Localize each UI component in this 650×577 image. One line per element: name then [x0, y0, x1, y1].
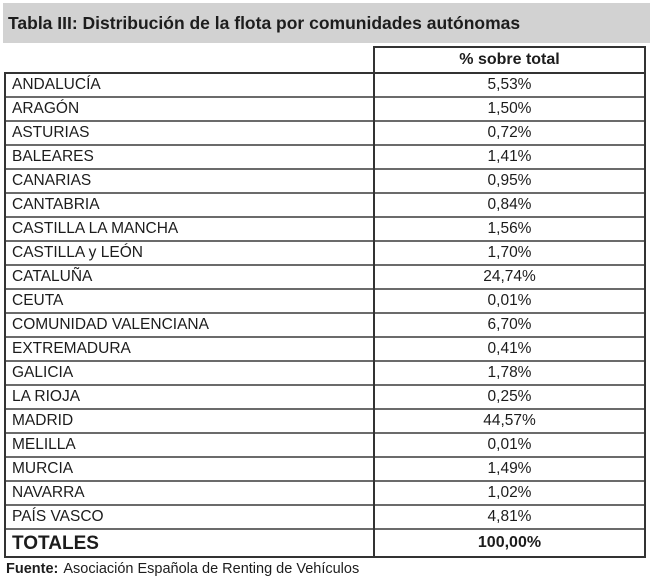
report-page: Tabla III: Distribución de la flota por …	[0, 3, 650, 577]
region-cell: GALICIA	[4, 360, 375, 385]
table-row: MELILLA 0,01%	[4, 432, 646, 457]
table-row: GALICIA 1,78%	[4, 360, 646, 385]
region-cell: ARAGÓN	[4, 96, 375, 121]
value-cell: 1,78%	[374, 360, 646, 385]
table-row: COMUNIDAD VALENCIANA 6,70%	[4, 312, 646, 337]
region-cell: LA RIOJA	[4, 384, 375, 409]
table-row: CASTILLA y LEÓN 1,70%	[4, 240, 646, 265]
table-row: MURCIA 1,49%	[4, 456, 646, 481]
source-text: Asociación Española de Renting de Vehícu…	[63, 561, 360, 577]
region-cell: MELILLA	[4, 432, 375, 457]
value-cell: 24,74%	[374, 264, 646, 289]
region-cell: MADRID	[4, 408, 375, 433]
value-cell: 1,50%	[374, 96, 646, 121]
value-cell: 0,01%	[374, 288, 646, 313]
region-cell: CASTILLA LA MANCHA	[4, 216, 375, 241]
value-cell: 0,01%	[374, 432, 646, 457]
region-cell: EXTREMADURA	[4, 336, 375, 361]
table-row: CASTILLA LA MANCHA 1,56%	[4, 216, 646, 241]
table-row: BALEARES 1,41%	[4, 144, 646, 169]
region-cell: COMUNIDAD VALENCIANA	[4, 312, 375, 337]
table-row: ANDALUCÍA 5,53%	[4, 72, 646, 97]
table-row: CANTABRIA 0,84%	[4, 192, 646, 217]
value-cell: 1,49%	[374, 456, 646, 481]
value-cell: 1,56%	[374, 216, 646, 241]
region-cell: ANDALUCÍA	[4, 72, 375, 97]
value-cell: 44,57%	[374, 408, 646, 433]
source-label: Fuente:	[6, 561, 59, 577]
value-cell: 0,41%	[374, 336, 646, 361]
value-cell: 6,70%	[374, 312, 646, 337]
region-cell: CASTILLA y LEÓN	[4, 240, 375, 265]
value-cell: 0,72%	[374, 120, 646, 145]
header-empty-cell	[5, 47, 374, 73]
region-cell: ASTURIAS	[4, 120, 375, 145]
table-title: Tabla III: Distribución de la flota por …	[3, 3, 650, 43]
table-row: EXTREMADURA 0,41%	[4, 336, 646, 361]
region-cell: CANTABRIA	[4, 192, 375, 217]
table-row: PAÍS VASCO 4,81%	[4, 504, 646, 529]
total-value-cell: 100,00%	[374, 528, 646, 558]
region-cell: PAÍS VASCO	[4, 504, 375, 529]
table-row: LA RIOJA 0,25%	[4, 384, 646, 409]
region-cell: CATALUÑA	[4, 264, 375, 289]
value-cell: 1,41%	[374, 144, 646, 169]
value-cell: 5,53%	[374, 72, 646, 97]
total-label-cell: TOTALES	[4, 528, 375, 558]
region-cell: CEUTA	[4, 288, 375, 313]
table-row: CATALUÑA 24,74%	[4, 264, 646, 289]
distribution-table: % sobre total ANDALUCÍA 5,53% ARAGÓN 1,5…	[4, 46, 646, 558]
table-row: CANARIAS 0,95%	[4, 168, 646, 193]
value-cell: 0,95%	[374, 168, 646, 193]
table-row: CEUTA 0,01%	[4, 288, 646, 313]
region-cell: NAVARRA	[4, 480, 375, 505]
table-row: ASTURIAS 0,72%	[4, 120, 646, 145]
value-cell: 1,70%	[374, 240, 646, 265]
value-cell: 1,02%	[374, 480, 646, 505]
region-cell: MURCIA	[4, 456, 375, 481]
value-cell: 0,84%	[374, 192, 646, 217]
table-row: MADRID 44,57%	[4, 408, 646, 433]
table-row: ARAGÓN 1,50%	[4, 96, 646, 121]
header-value-cell: % sobre total	[373, 46, 646, 74]
table-row: NAVARRA 1,02%	[4, 480, 646, 505]
value-cell: 4,81%	[374, 504, 646, 529]
region-cell: CANARIAS	[4, 168, 375, 193]
value-cell: 0,25%	[374, 384, 646, 409]
total-row: TOTALES 100,00%	[4, 528, 646, 558]
region-cell: BALEARES	[4, 144, 375, 169]
source-line: Fuente: Asociación Española de Renting de…	[6, 561, 650, 577]
header-row: % sobre total	[5, 46, 646, 74]
